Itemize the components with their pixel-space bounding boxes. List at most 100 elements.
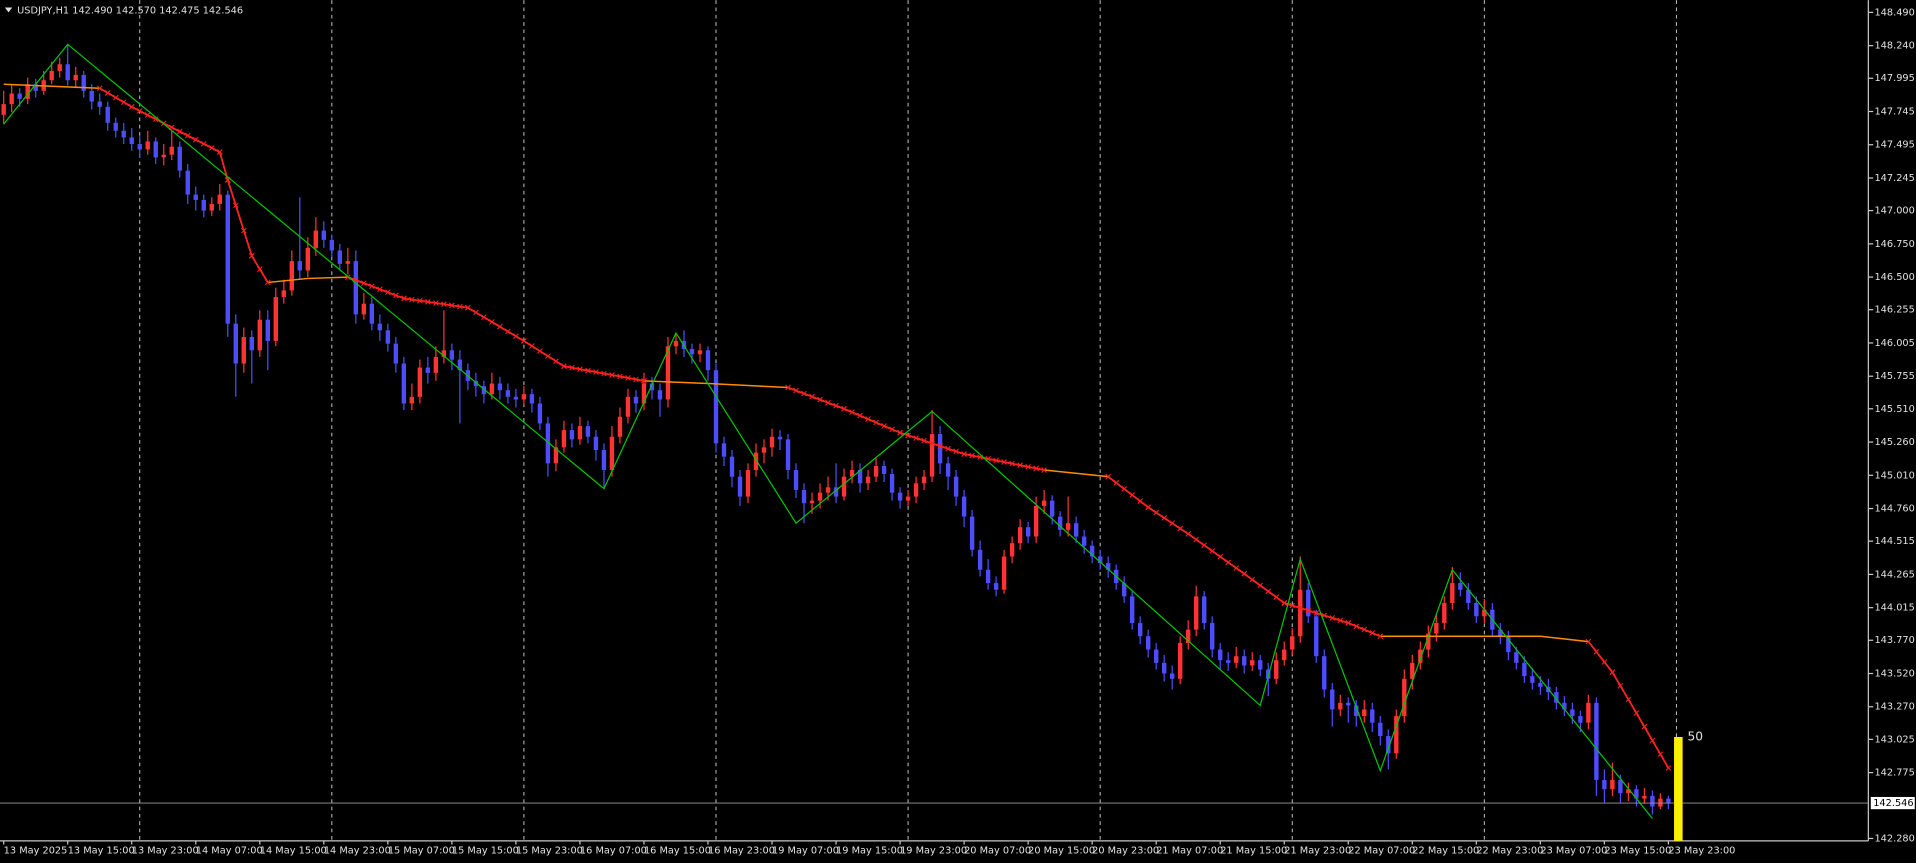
ma-signal-cross xyxy=(449,302,455,309)
candle-body xyxy=(1033,505,1039,537)
candle-body xyxy=(769,436,775,448)
candle-body xyxy=(1378,722,1383,737)
candle-body xyxy=(433,356,439,373)
ma-signal-cross xyxy=(833,402,839,409)
ma-signal-cross xyxy=(577,366,583,372)
x-tick-label: 14 May 07:00 xyxy=(196,846,263,857)
ma-signal-cross xyxy=(1297,605,1304,611)
candle-body xyxy=(625,396,631,417)
candle-body xyxy=(1089,545,1095,557)
ma-signal-cross xyxy=(865,416,871,422)
x-tick-label: 14 May 23:00 xyxy=(324,846,391,857)
candle-body xyxy=(145,141,150,150)
candle-body xyxy=(337,250,343,264)
ma-signal-cross xyxy=(1121,486,1128,492)
ma-signal-cross xyxy=(385,289,391,296)
ma-signal-cross xyxy=(1609,669,1616,676)
candle-body xyxy=(281,290,287,298)
ma-signal-cross xyxy=(1257,582,1264,589)
candles xyxy=(1,44,1671,815)
zigzag xyxy=(3,43,1653,819)
candle-body xyxy=(265,319,270,341)
candle-body xyxy=(353,261,359,315)
y-tick-label: 146.500 xyxy=(1874,272,1914,283)
ma-signal-cross xyxy=(1177,525,1184,532)
ma-signal-cross xyxy=(561,363,567,370)
ma-signal-cross xyxy=(873,419,879,426)
ma-signal-cross xyxy=(128,104,135,110)
candle-body xyxy=(193,194,198,200)
candle-body xyxy=(553,447,559,464)
x-tick-label: 22 May 15:00 xyxy=(1412,846,1479,857)
ma-signal-cross xyxy=(1633,710,1640,716)
candle-body xyxy=(1234,656,1239,663)
candle-body xyxy=(1025,527,1031,537)
candle-body xyxy=(969,516,975,550)
y-tick-label: 145.755 xyxy=(1874,371,1914,382)
candle-body xyxy=(1458,583,1463,590)
ma-signal-cross xyxy=(569,364,575,371)
x-tick-label: 15 May 15:00 xyxy=(452,846,519,857)
y-tick-label: 143.025 xyxy=(1874,734,1914,745)
candle-body xyxy=(953,476,959,497)
y-tick-label: 143.270 xyxy=(1874,702,1914,713)
candle-body xyxy=(1153,649,1159,663)
ma-signal-cross xyxy=(120,99,127,106)
ma-signal-cross xyxy=(521,338,527,344)
y-tick-label: 144.515 xyxy=(1874,536,1914,547)
ma-signal-cross xyxy=(457,303,463,310)
candle-body xyxy=(1666,798,1671,803)
candle-body xyxy=(1121,583,1127,597)
candle-body xyxy=(1610,779,1615,790)
candle-body xyxy=(1370,709,1375,723)
ma-signal-cross xyxy=(593,369,599,375)
ma-signal-cross xyxy=(497,323,503,330)
candle-body xyxy=(1057,516,1063,530)
candle-body xyxy=(649,383,655,391)
candle-body xyxy=(73,74,78,81)
candle-body xyxy=(505,390,511,397)
candle-body xyxy=(1530,676,1535,683)
candle-body xyxy=(185,170,190,195)
ma-signal-cross xyxy=(1353,623,1360,630)
ma-signal-cross xyxy=(1649,737,1656,744)
ma-signal-cross xyxy=(1105,473,1112,480)
moving-average-falling xyxy=(1643,726,1670,769)
candle-body xyxy=(177,146,182,171)
x-tick-label: 20 May 23:00 xyxy=(1092,846,1159,857)
candle-body xyxy=(121,130,126,138)
y-tick-label: 144.015 xyxy=(1874,603,1914,614)
ma-signal-cross xyxy=(248,252,255,259)
ma-signal-cross xyxy=(921,437,927,444)
y-tick-label: 145.510 xyxy=(1874,404,1914,415)
candle-body xyxy=(57,64,62,71)
candle-body xyxy=(1186,629,1191,643)
ma-signal-cross xyxy=(176,128,183,135)
chart-header: USDJPY,H1 142.490 142.570 142.475 142.54… xyxy=(17,6,243,17)
ma-signal-cross xyxy=(1209,548,1216,554)
candle-body xyxy=(1658,798,1663,807)
current-price-label: 142.546 xyxy=(1873,798,1913,809)
candle-body xyxy=(89,90,94,102)
ma-signal-cross xyxy=(1217,553,1224,560)
symbol-menu-arrow[interactable] xyxy=(4,7,13,13)
candle-body xyxy=(641,383,647,404)
ma-signal-cross xyxy=(1289,602,1296,609)
ma-signal-cross xyxy=(1601,659,1608,665)
ma-signal-cross xyxy=(1153,509,1160,516)
ma-signal-cross xyxy=(553,358,559,365)
ma-signal-cross xyxy=(809,393,815,400)
ma-signal-cross xyxy=(1033,465,1039,472)
candle-body xyxy=(369,303,375,324)
ma-signal-cross xyxy=(192,136,199,143)
x-tick-label: 23 May 15:00 xyxy=(1604,846,1671,857)
ma-signal-cross xyxy=(232,202,239,209)
candle-body xyxy=(1538,682,1543,687)
indicator-bar xyxy=(1674,736,1683,841)
x-tick-label: 16 May 15:00 xyxy=(644,846,711,857)
candle-body xyxy=(929,434,935,477)
candle-body xyxy=(241,336,246,364)
candle-body xyxy=(521,394,527,400)
ma-signal-cross xyxy=(1009,460,1015,467)
moving-average-falling xyxy=(226,179,253,257)
